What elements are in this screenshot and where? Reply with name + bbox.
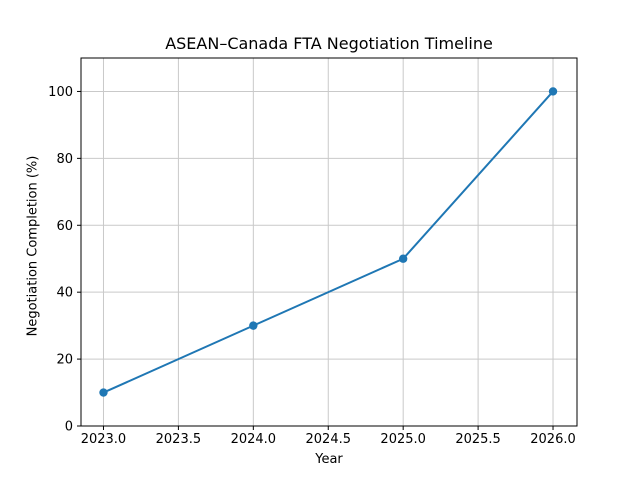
data-point-marker (398, 254, 408, 263)
series-line (102, 90, 555, 394)
y-tick-label: 40 (56, 286, 73, 301)
chart-title: ASEAN–Canada FTA Negotiation Timeline (165, 34, 493, 53)
x-tick-label: 2024.5 (306, 432, 352, 447)
x-tick-label: 2025.5 (455, 432, 501, 447)
data-point-marker (99, 388, 108, 397)
y-tick-label: 60 (56, 219, 73, 234)
x-tick-label: 2024.0 (231, 432, 277, 447)
x-tick-label: 2023.5 (156, 432, 202, 447)
x-tick-label: 2026.0 (530, 432, 576, 447)
y-tick-label: 0 (65, 420, 73, 435)
y-tick-label: 100 (48, 85, 73, 100)
axes-spines (80, 57, 578, 427)
y-tick-label: 20 (56, 353, 73, 368)
x-tick-label: 2023.0 (81, 432, 127, 447)
data-point-marker (249, 321, 258, 330)
x-tick-label: 2025.0 (380, 432, 426, 447)
y-tick-label: 80 (56, 152, 73, 167)
data-point-marker (548, 87, 558, 96)
x-axis-label: Year (315, 452, 343, 467)
